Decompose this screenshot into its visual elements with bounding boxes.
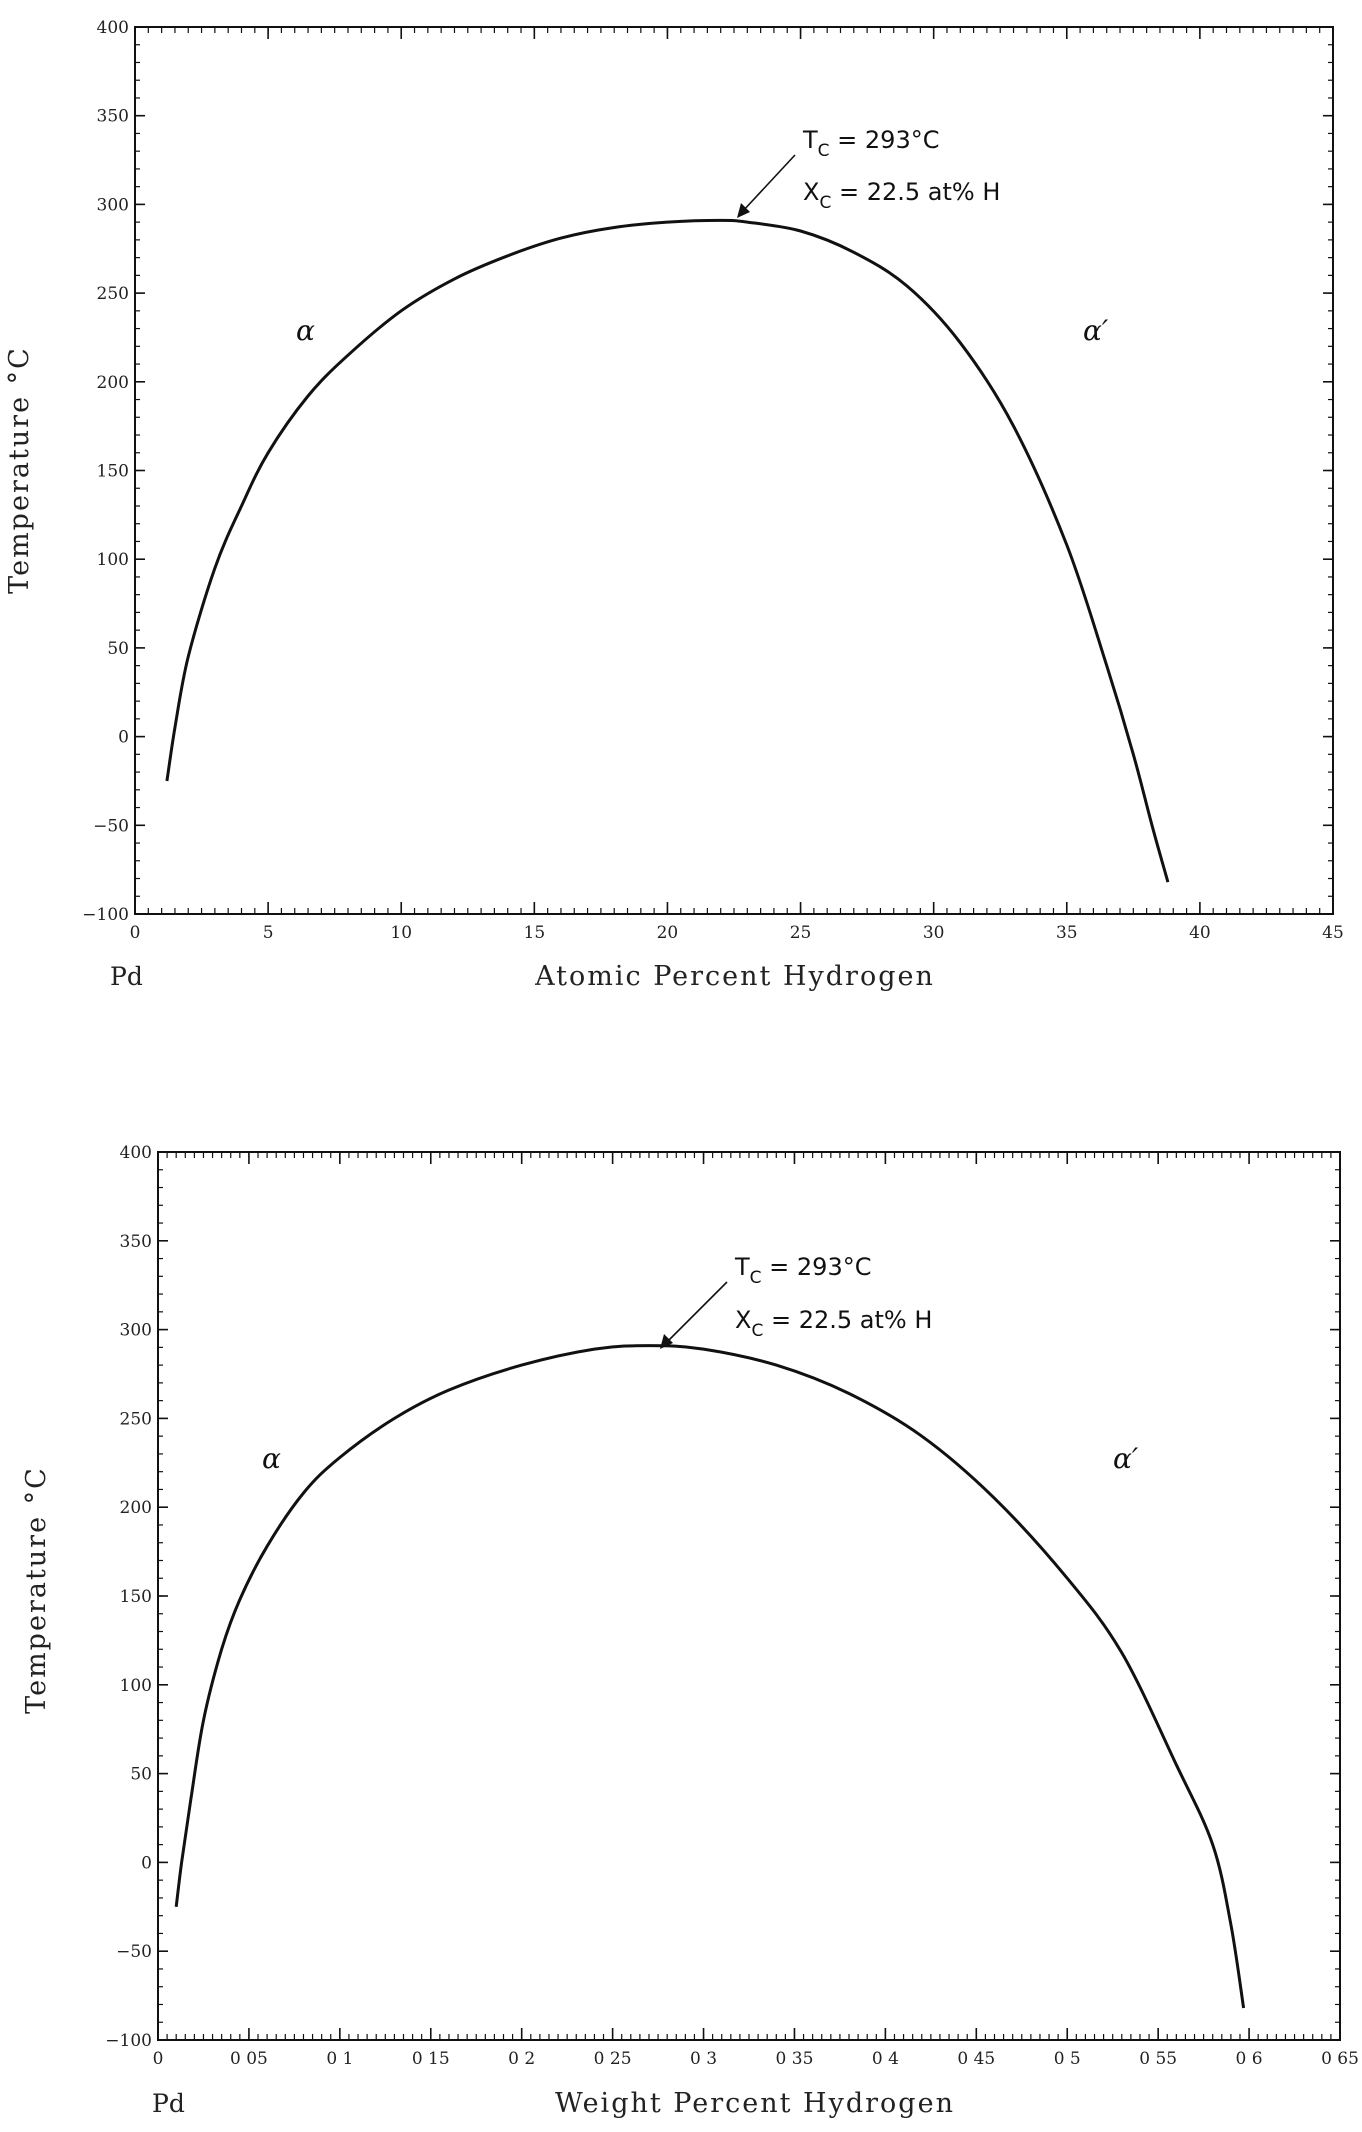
x-tick-label: 0 2: [508, 2049, 535, 2069]
x-tick-labels: 0 5 10 15 20 25 30 35 40 45: [130, 923, 1344, 943]
y-tick-label: 350: [97, 107, 129, 127]
pd-label: Pd: [110, 962, 143, 991]
x-tick-label: 0: [153, 2049, 164, 2069]
weight-percent-chart: −100 −50 0 50 100 150 200 250 300 350 400 0 0 05 0 1…: [21, 1143, 1359, 2119]
y-tick-label: −50: [93, 816, 129, 836]
atomic-percent-chart: −100 −50 0 50 100 150 200 250 300 350 400 0 5 10 15 20…: [4, 18, 1344, 992]
y-tick-label: 300: [97, 195, 129, 215]
y-tick-label: 250: [120, 1409, 152, 1429]
axis-ticks: [157, 1151, 1341, 2041]
y-tick-label: 150: [120, 1587, 152, 1607]
critical-point-arrow: [665, 1281, 728, 1344]
x-tick-label: 0 45: [957, 2049, 995, 2069]
x-tick-labels: 0 0 05 0 1 0 15 0 2 0 25 0 3 0 35 0 4 0 45 0 5 0 55…: [153, 2049, 1359, 2069]
alpha-prime-phase-label: α′: [1113, 1442, 1139, 1475]
x-tick-label: 0 65: [1321, 2049, 1359, 2069]
x-tick-label: 45: [1322, 923, 1344, 943]
x-tick-label: 0: [130, 923, 141, 943]
y-tick-label: 50: [130, 1765, 152, 1785]
y-tick-label: 200: [97, 373, 129, 393]
x-tick-label: 25: [790, 923, 812, 943]
y-tick-labels: −100 −50 0 50 100 150 200 250 300 350 400: [105, 1143, 152, 2051]
alpha-phase-label: α: [262, 1442, 281, 1475]
x-tick-label: 40: [1189, 923, 1211, 943]
x-tick-label: 10: [390, 923, 412, 943]
y-tick-label: 250: [97, 284, 129, 304]
alpha-prime-phase-label: α′: [1083, 314, 1109, 347]
x-tick-label: 20: [657, 923, 679, 943]
y-tick-label: −100: [82, 905, 129, 925]
x-tick-label: 0 35: [776, 2049, 814, 2069]
y-tick-label: −100: [105, 2031, 152, 2051]
x-tick-label: 35: [1056, 923, 1078, 943]
y-tick-label: 100: [97, 550, 129, 570]
y-tick-label: 100: [120, 1676, 152, 1696]
critical-temperature-annotation: TC = 293°C: [802, 126, 939, 161]
x-tick-label: 0 4: [872, 2049, 899, 2069]
x-axis-label: Atomic Percent Hydrogen: [534, 961, 935, 992]
alpha-phase-label: α: [296, 314, 315, 347]
y-axis-label: Temperature °C: [21, 1466, 52, 1714]
y-tick-label: 0: [118, 728, 129, 748]
x-tick-label: 0 55: [1139, 2049, 1177, 2069]
arrow-head: [737, 203, 750, 218]
x-tick-label: 5: [263, 923, 274, 943]
x-tick-label: 0 1: [326, 2049, 353, 2069]
y-tick-label: 150: [97, 462, 129, 482]
y-tick-label: 50: [107, 639, 129, 659]
y-tick-label: 350: [120, 1232, 152, 1252]
solvus-curve: [174, 1344, 1246, 2009]
y-tick-label: 300: [120, 1321, 152, 1341]
critical-temperature-annotation: TC = 293°C: [734, 1253, 871, 1288]
y-tick-label: 400: [97, 18, 129, 38]
x-tick-label: 0 3: [690, 2049, 717, 2069]
y-tick-label: 200: [120, 1498, 152, 1518]
x-tick-label: 0 5: [1054, 2049, 1081, 2069]
arrow-head: [660, 1334, 673, 1349]
x-tick-label: 30: [923, 923, 945, 943]
x-axis-label: Weight Percent Hydrogen: [555, 2088, 955, 2119]
y-tick-label: −50: [116, 1942, 152, 1962]
x-tick-label: 0 25: [594, 2049, 632, 2069]
y-tick-label: 0: [141, 1853, 152, 1873]
plot-frame: [134, 26, 1334, 915]
critical-composition-annotation: XC = 22.5 at% H: [735, 1306, 932, 1341]
y-axis-label: Temperature °C: [4, 346, 35, 594]
x-tick-label: 15: [524, 923, 546, 943]
axis-ticks: [134, 26, 1334, 915]
critical-point-arrow: [741, 154, 796, 213]
solvus-curve: [165, 218, 1170, 883]
critical-composition-annotation: XC = 22.5 at% H: [803, 178, 1000, 213]
pd-label: Pd: [152, 2089, 185, 2118]
y-tick-labels: −100 −50 0 50 100 150 200 250 300 350 400: [82, 18, 129, 925]
x-tick-label: 0 05: [230, 2049, 268, 2069]
x-tick-label: 0 15: [412, 2049, 450, 2069]
x-tick-label: 0 6: [1236, 2049, 1263, 2069]
y-tick-label: 400: [120, 1143, 152, 1163]
